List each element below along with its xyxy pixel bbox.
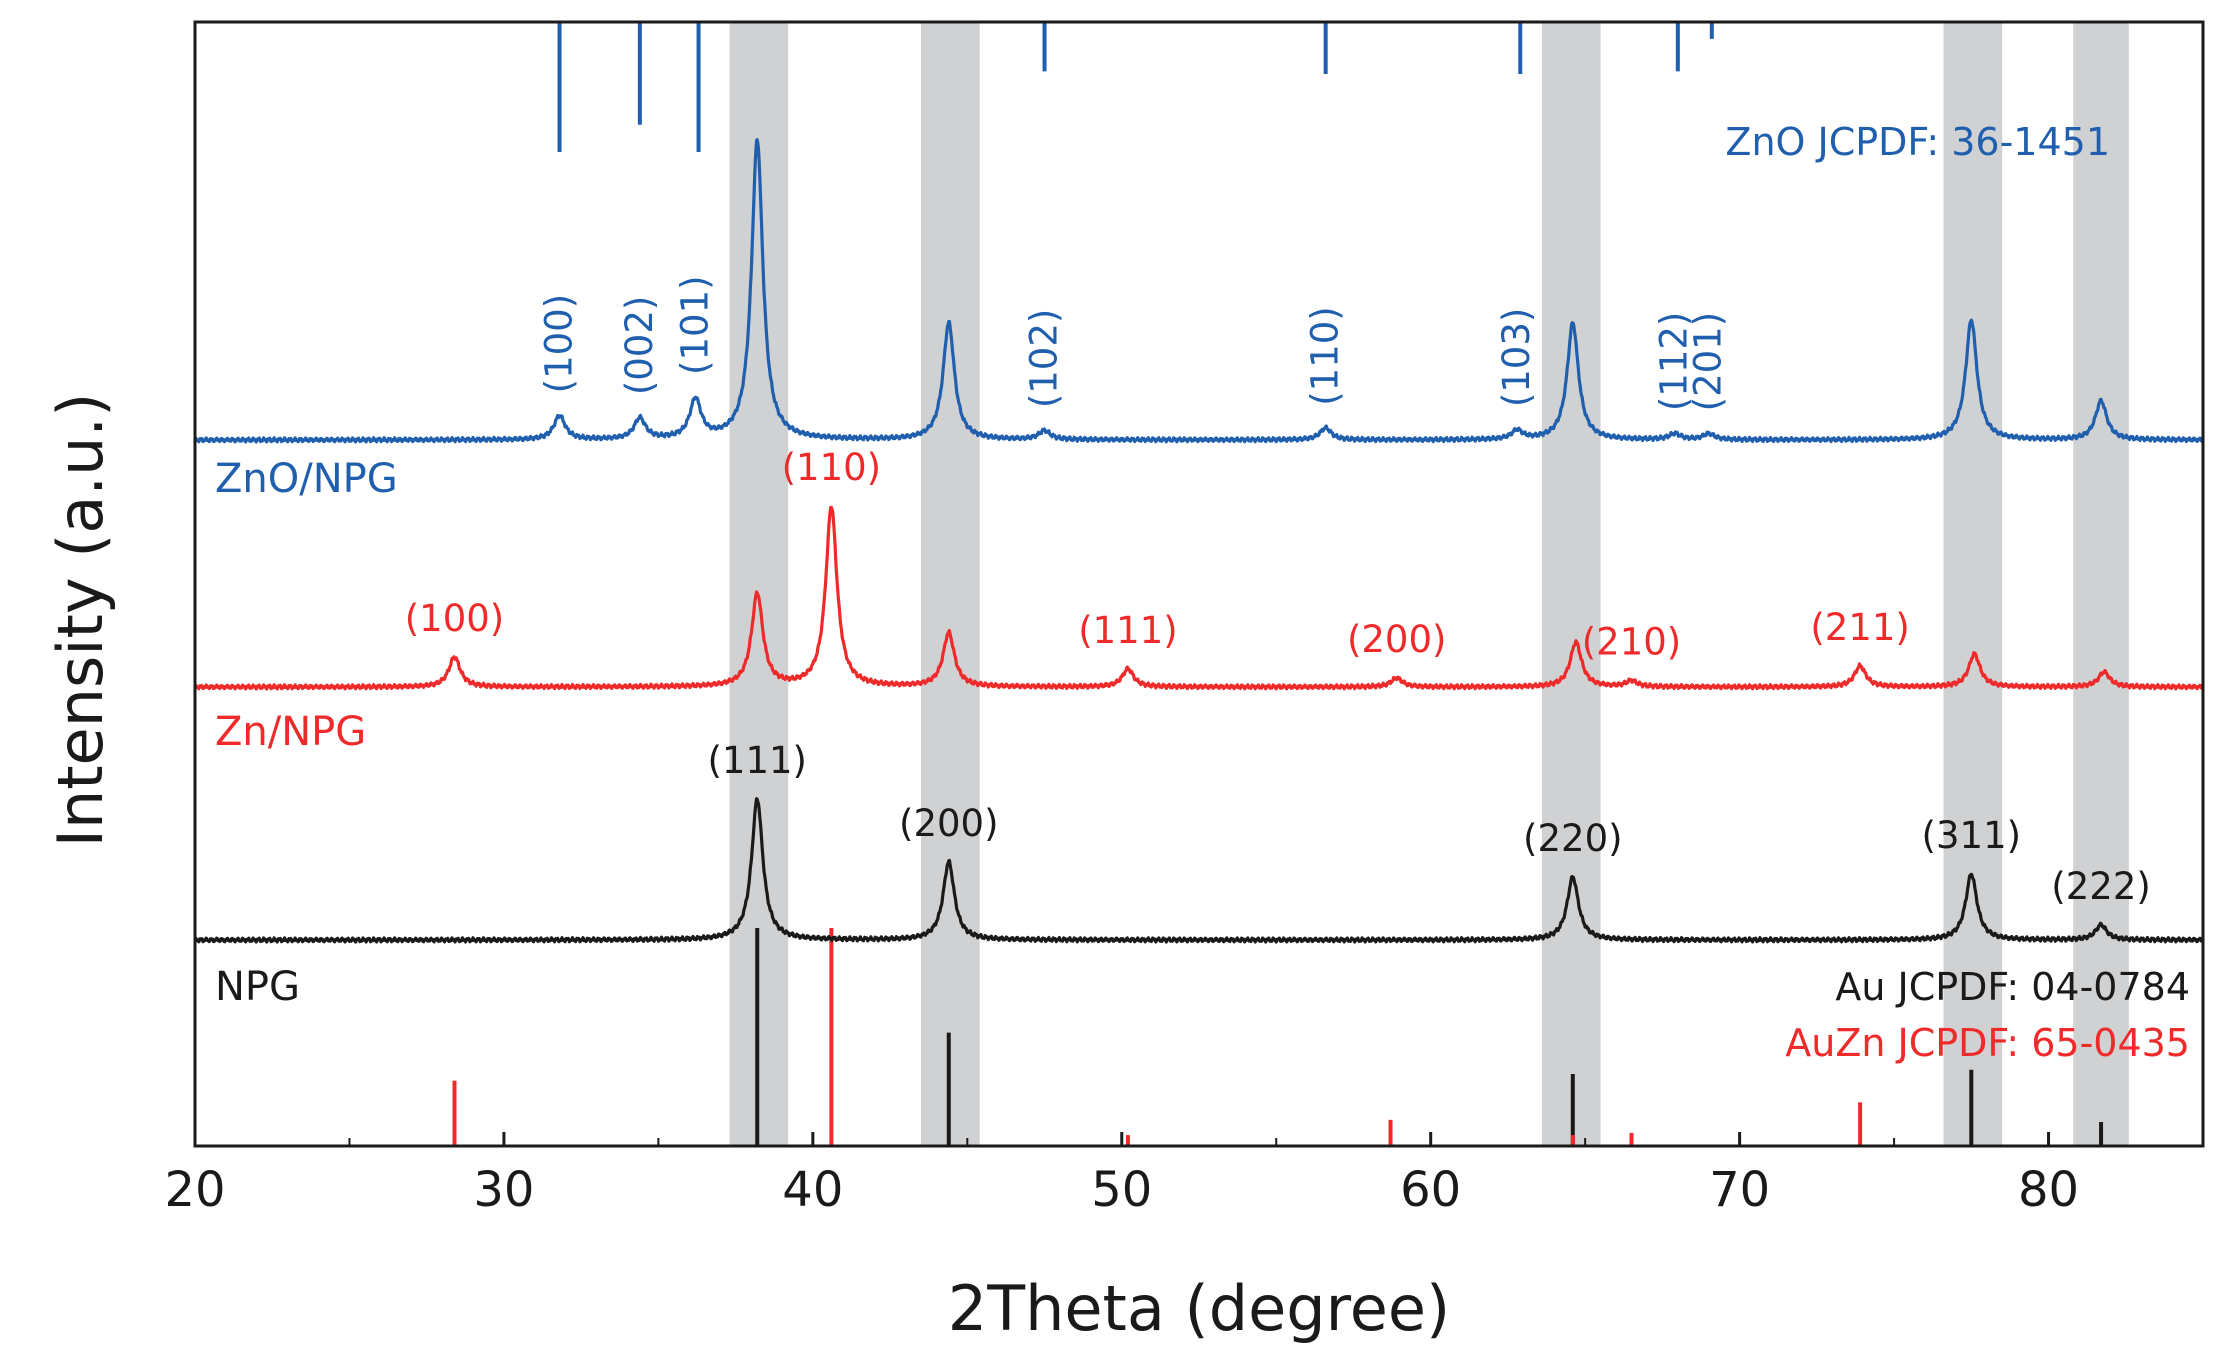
au-auzn-reference-lines — [452, 928, 2104, 1146]
series-line-npg — [193, 797, 2205, 944]
peak-label-zno-npg-4: (110) — [1304, 306, 1347, 406]
diffraction-curves — [193, 138, 2205, 944]
x-tick-label-30: 30 — [473, 1162, 534, 1218]
series-label-npg: NPG — [215, 964, 300, 1010]
x-tick-label-70: 70 — [1709, 1162, 1770, 1218]
ref-label-auzn: AuZn JCPDF: 65-0435 — [1785, 1021, 2190, 1065]
peak-label-zn-npg-4: (210) — [1582, 620, 1682, 663]
y-axis-label: Intensity (a.u.) — [44, 393, 117, 848]
highlight-band-1 — [920, 22, 980, 1146]
series-label-zno-npg: ZnO/NPG — [215, 456, 398, 502]
peak-label-zno-npg-3: (102) — [1023, 309, 1066, 409]
x-axis-label: 2Theta (degree) — [948, 1272, 1450, 1345]
peak-label-zn-npg-0: (100) — [405, 597, 505, 640]
peak-label-npg-0: (111) — [707, 739, 807, 782]
x-tick-label-60: 60 — [1400, 1162, 1461, 1218]
peak-label-zno-npg-5: (103) — [1495, 308, 1538, 408]
peak-annotations: (100) (002) (101) (102) (110) (103) (112)(201)… — [405, 275, 2151, 907]
peak-label-zno-npg-2: (101) — [673, 275, 716, 375]
series-label-zn-npg: Zn/NPG — [215, 709, 366, 755]
x-tick-label-40: 40 — [782, 1162, 843, 1218]
peak-label-zno-npg-7: (201) — [1687, 312, 1730, 412]
x-axis-ticks: 20 30 40 50 60 70 80 — [164, 1132, 2079, 1218]
highlight-bands — [729, 22, 2129, 1146]
x-tick-label-80: 80 — [2018, 1162, 2079, 1218]
peak-label-zno-npg-1: (002) — [618, 296, 661, 396]
highlight-band-3 — [1943, 22, 2003, 1146]
zno-reference-lines — [557, 22, 1714, 152]
peak-label-zno-npg-6: (112) — [1653, 312, 1696, 412]
x-tick-label-50: 50 — [1091, 1162, 1152, 1218]
ref-label-au: Au JCPDF: 04-0784 — [1835, 965, 2190, 1009]
peak-label-npg-1: (200) — [899, 802, 999, 845]
peak-label-npg-2: (220) — [1523, 817, 1623, 860]
highlight-band-2 — [1541, 22, 1601, 1146]
peak-label-zn-npg-2: (111) — [1078, 609, 1178, 652]
series-line-zn-npg — [193, 505, 2205, 691]
plot-frame — [193, 20, 2205, 1148]
ref-label-zno: ZnO JCPDF: 36-1451 — [1725, 120, 2110, 164]
peak-label-zn-npg-1: (110) — [782, 446, 882, 489]
highlight-band-4 — [2073, 22, 2129, 1146]
x-tick-label-20: 20 — [164, 1162, 225, 1218]
peak-label-zn-npg-5: (211) — [1810, 606, 1910, 649]
peak-label-npg-4: (222) — [2051, 865, 2151, 908]
peak-label-npg-3: (311) — [1922, 814, 2022, 857]
peak-label-zn-npg-3: (200) — [1347, 618, 1447, 661]
series-line-zno-npg — [193, 138, 2205, 444]
peak-label-zno-npg-0: (100) — [538, 294, 581, 394]
